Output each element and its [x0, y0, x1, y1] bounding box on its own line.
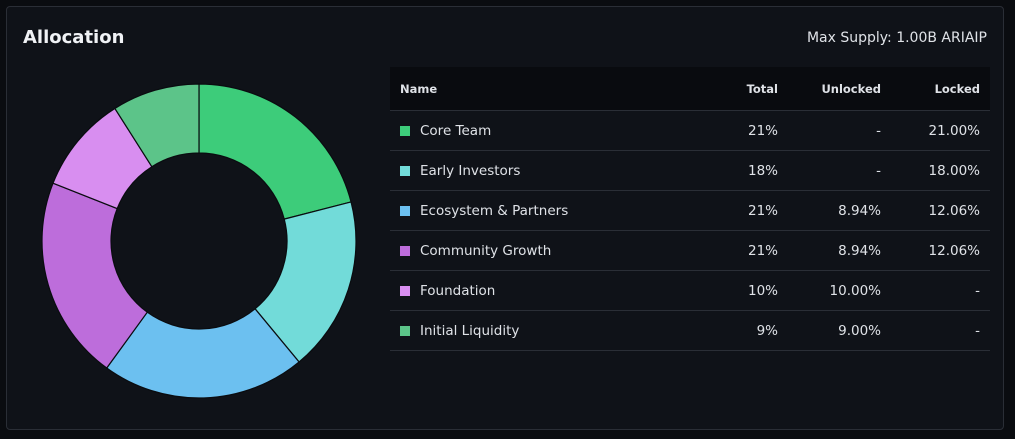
row-unlocked: 8.94%: [838, 202, 881, 219]
table-row[interactable]: Community Growth 21% 8.94% 12.06%: [390, 231, 990, 271]
row-name: Initial Liquidity: [420, 322, 520, 339]
table-row[interactable]: Foundation 10% 10.00% -: [390, 271, 990, 311]
row-locked: 18.00%: [928, 162, 980, 179]
donut-slice[interactable]: [41, 182, 149, 369]
row-name-cell: Foundation: [390, 283, 730, 299]
row-total: 10%: [747, 282, 778, 299]
max-supply-label: Max Supply: 1.00B ARIAIP: [806, 30, 987, 46]
allocation-donut-chart: [41, 83, 357, 399]
legend-swatch: [400, 125, 410, 136]
col-header-unlocked[interactable]: Unlocked: [821, 81, 881, 96]
legend-swatch: [400, 165, 410, 176]
row-name-cell: Ecosystem & Partners: [390, 203, 730, 219]
row-unlocked: 9.00%: [838, 322, 881, 339]
row-unlocked: 10.00%: [829, 282, 881, 299]
row-unlocked: -: [876, 122, 881, 139]
table-row[interactable]: Early Investors 18% - 18.00%: [390, 151, 990, 191]
row-locked: -: [975, 282, 980, 299]
col-header-total[interactable]: Total: [746, 81, 778, 96]
row-unlocked: -: [876, 162, 881, 179]
row-locked: 21.00%: [928, 122, 980, 139]
card-title: Allocation: [23, 27, 125, 48]
row-total: 21%: [747, 122, 778, 139]
row-name-cell: Core Team: [390, 123, 730, 139]
table-row[interactable]: Initial Liquidity 9% 9.00% -: [390, 311, 990, 351]
col-header-name[interactable]: Name: [400, 81, 438, 96]
row-unlocked: 8.94%: [838, 242, 881, 259]
donut-slice[interactable]: [198, 83, 352, 220]
row-total: 21%: [747, 202, 778, 219]
row-locked: 12.06%: [928, 202, 980, 219]
table-body: Core Team 21% - 21.00% Early Investors 18% - 18…: [390, 111, 990, 351]
row-name: Early Investors: [420, 162, 521, 179]
row-total: 21%: [747, 242, 778, 259]
table-row[interactable]: Core Team 21% - 21.00%: [390, 111, 990, 151]
legend-swatch: [400, 285, 410, 296]
row-name: Core Team: [420, 122, 492, 139]
row-name-cell: Initial Liquidity: [390, 323, 730, 339]
row-locked: -: [975, 322, 980, 339]
legend-swatch: [400, 325, 410, 336]
row-total: 18%: [747, 162, 778, 179]
row-name-cell: Early Investors: [390, 163, 730, 179]
donut-slice[interactable]: [114, 83, 200, 168]
legend-swatch: [400, 205, 410, 216]
row-name: Foundation: [420, 282, 496, 299]
row-locked: 12.06%: [928, 242, 980, 259]
row-name-cell: Community Growth: [390, 243, 730, 259]
row-name: Community Growth: [420, 242, 552, 259]
allocation-table: Name Total Unlocked Locked Core Team 21% -…: [390, 67, 990, 351]
donut-slice[interactable]: [254, 201, 357, 363]
row-name: Ecosystem & Partners: [420, 202, 569, 219]
row-total: 9%: [756, 322, 778, 339]
table-header: Name Total Unlocked Locked: [390, 67, 990, 111]
col-header-locked[interactable]: Locked: [934, 81, 980, 96]
legend-swatch: [400, 245, 410, 256]
donut-slice[interactable]: [105, 307, 300, 399]
allocation-card: Allocation Max Supply: 1.00B ARIAIP Name…: [6, 6, 1004, 430]
table-row[interactable]: Ecosystem & Partners 21% 8.94% 12.06%: [390, 191, 990, 231]
